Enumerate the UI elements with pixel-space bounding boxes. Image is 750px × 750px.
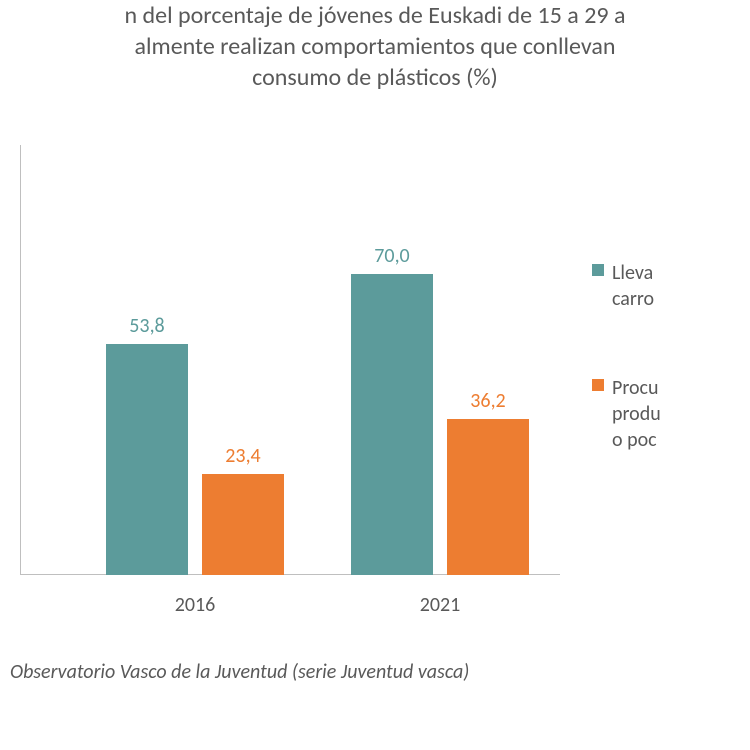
category-label-2021: 2021 <box>420 593 461 617</box>
legend-item-1: Procu produ o poc <box>592 375 661 453</box>
bar-value-label: 36,2 <box>470 389 505 413</box>
bar-2021-series0 <box>351 274 433 575</box>
chart-title: n del porcentaje de jóvenes de Euskadi d… <box>0 0 750 94</box>
bar-2016-series0 <box>106 344 188 575</box>
legend-text: Lleva carro <box>612 260 654 312</box>
y-axis-line <box>20 145 21 575</box>
legend-swatch-icon <box>592 379 604 391</box>
legend-swatch-icon <box>592 264 604 276</box>
bar-2016-series1 <box>202 474 284 575</box>
source-caption: Observatorio Vasco de la Juventud (serie… <box>10 660 469 684</box>
chart-root: n del porcentaje de jóvenes de Euskadi d… <box>0 0 750 750</box>
bar-value-label: 53,8 <box>129 314 164 338</box>
category-label-2016: 2016 <box>175 593 216 617</box>
plot-area: 53,823,4201670,036,22021 <box>20 145 560 575</box>
bar-2021-series1 <box>447 419 529 575</box>
legend-text: Procu produ o poc <box>612 375 661 453</box>
bar-value-label: 70,0 <box>374 244 409 268</box>
bar-value-label: 23,4 <box>225 444 260 468</box>
legend-item-0: Lleva carro <box>592 260 654 312</box>
